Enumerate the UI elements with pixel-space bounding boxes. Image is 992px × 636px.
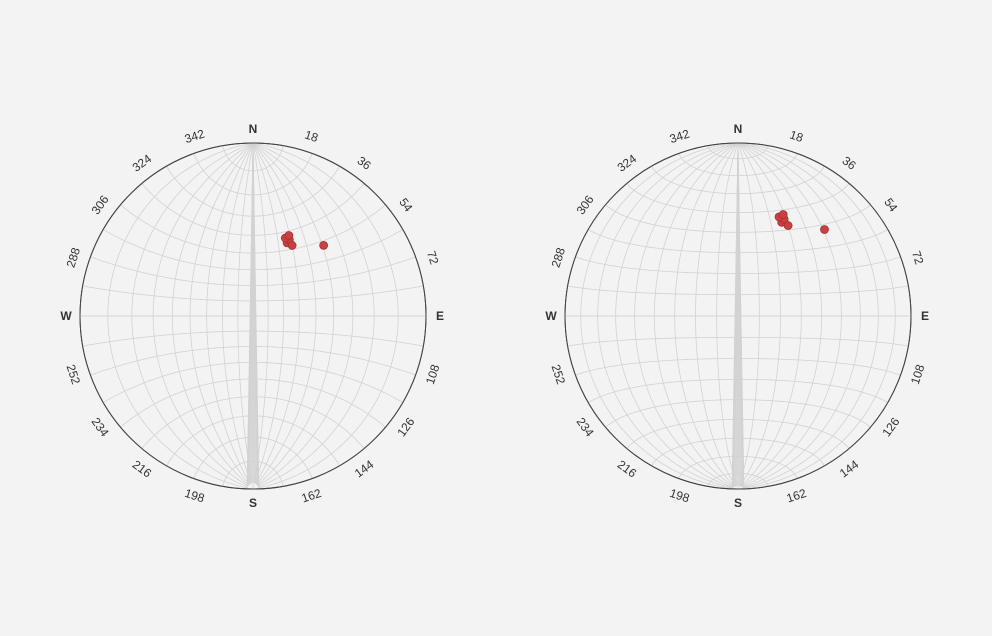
small-circle — [120, 204, 386, 254]
azimuth-tick-label: 342 — [183, 126, 207, 146]
small-circle — [90, 346, 416, 376]
azimuth-tick-label: 36 — [840, 154, 859, 173]
small-circle — [82, 330, 424, 347]
azimuth-tick-label: 288 — [549, 246, 569, 270]
small-circle — [567, 336, 909, 347]
cardinal-label-south: S — [734, 496, 742, 510]
primitive-outline — [564, 142, 912, 490]
azimuth-tick-label: 108 — [423, 362, 443, 386]
small-circle — [567, 285, 909, 296]
small-circle — [166, 165, 340, 217]
azimuth-tick-label: 72 — [424, 249, 442, 266]
small-circle — [626, 183, 850, 214]
azimuth-tick-label: 72 — [909, 249, 927, 266]
data-point — [778, 210, 788, 219]
data-point — [820, 225, 829, 234]
azimuth-tick-label: 252 — [64, 363, 84, 387]
small-circle — [222, 460, 284, 487]
small-circle — [678, 455, 798, 479]
small-circle — [651, 165, 825, 195]
azimuth-tick-label: 126 — [394, 415, 417, 440]
small-circle — [141, 183, 365, 236]
azimuth-tick-label: 18 — [303, 128, 320, 146]
small-circle — [193, 153, 313, 196]
azimuth-tick-label: 306 — [574, 192, 597, 217]
small-circle — [678, 153, 798, 177]
azimuth-tick-label: 324 — [130, 151, 155, 174]
cardinal-label-east: E — [921, 309, 929, 323]
stereonet-right: N E S W 18 36 54 72 108 126 144 162 198 216 234 252 288 3… — [545, 122, 929, 510]
cardinal-label-south: S — [249, 496, 257, 510]
small-circle — [575, 256, 901, 274]
azimuth-tick-label: 144 — [837, 457, 862, 480]
small-circle — [626, 418, 850, 449]
small-circle — [707, 145, 769, 160]
small-circle — [605, 204, 871, 233]
cardinal-label-north: N — [734, 122, 743, 136]
azimuth-tick-label: 216 — [130, 457, 155, 480]
small-circle — [587, 229, 889, 254]
small-circle — [222, 145, 284, 172]
azimuth-tick-label: 234 — [574, 415, 597, 440]
data-point — [319, 240, 329, 250]
azimuth-tick-label: 162 — [785, 486, 809, 506]
azimuth-tick-label: 54 — [396, 195, 415, 214]
small-circle — [575, 358, 901, 376]
azimuth-tick-label: 252 — [549, 363, 569, 387]
azimuth-tick-label: 54 — [881, 195, 900, 214]
azimuth-tick-label: 126 — [879, 415, 902, 440]
small-circle — [651, 437, 825, 467]
azimuth-tick-label: 234 — [89, 415, 112, 440]
azimuth-tick-label: 18 — [788, 128, 805, 146]
azimuth-tick-label: 306 — [89, 192, 112, 217]
azimuth-tick-label: 36 — [355, 154, 374, 173]
small-circle — [120, 378, 386, 428]
small-circle — [587, 378, 889, 403]
azimuth-tick-label: 198 — [183, 486, 207, 506]
azimuth-tick-label: 342 — [668, 126, 692, 146]
data-point — [783, 221, 793, 230]
small-circle — [90, 256, 416, 286]
azimuth-tick-label: 144 — [352, 457, 377, 480]
small-circle — [166, 415, 340, 467]
cardinal-label-west: W — [60, 309, 72, 323]
small-circle — [141, 396, 365, 449]
small-circle — [605, 399, 871, 428]
azimuth-tick-label: 162 — [300, 486, 324, 506]
cardinal-label-west: W — [545, 309, 557, 323]
azimuth-tick-label: 216 — [615, 457, 640, 480]
data-point — [284, 231, 294, 240]
cardinal-label-east: E — [436, 309, 444, 323]
small-circle — [82, 285, 424, 302]
small-circle — [707, 472, 769, 487]
primitive-outline — [79, 142, 427, 490]
small-circle — [102, 361, 404, 403]
small-circle — [102, 229, 404, 271]
small-circle — [193, 436, 313, 479]
azimuth-tick-label: 288 — [64, 246, 84, 270]
azimuth-tick-label: 108 — [908, 362, 928, 386]
cardinal-label-north: N — [249, 122, 258, 136]
azimuth-tick-label: 324 — [615, 151, 640, 174]
stereonet-left: N E S W 18 36 54 72 108 126 144 162 198 216 234 252 288 3… — [60, 122, 444, 510]
data-point — [287, 241, 297, 250]
azimuth-tick-label: 198 — [668, 486, 692, 506]
